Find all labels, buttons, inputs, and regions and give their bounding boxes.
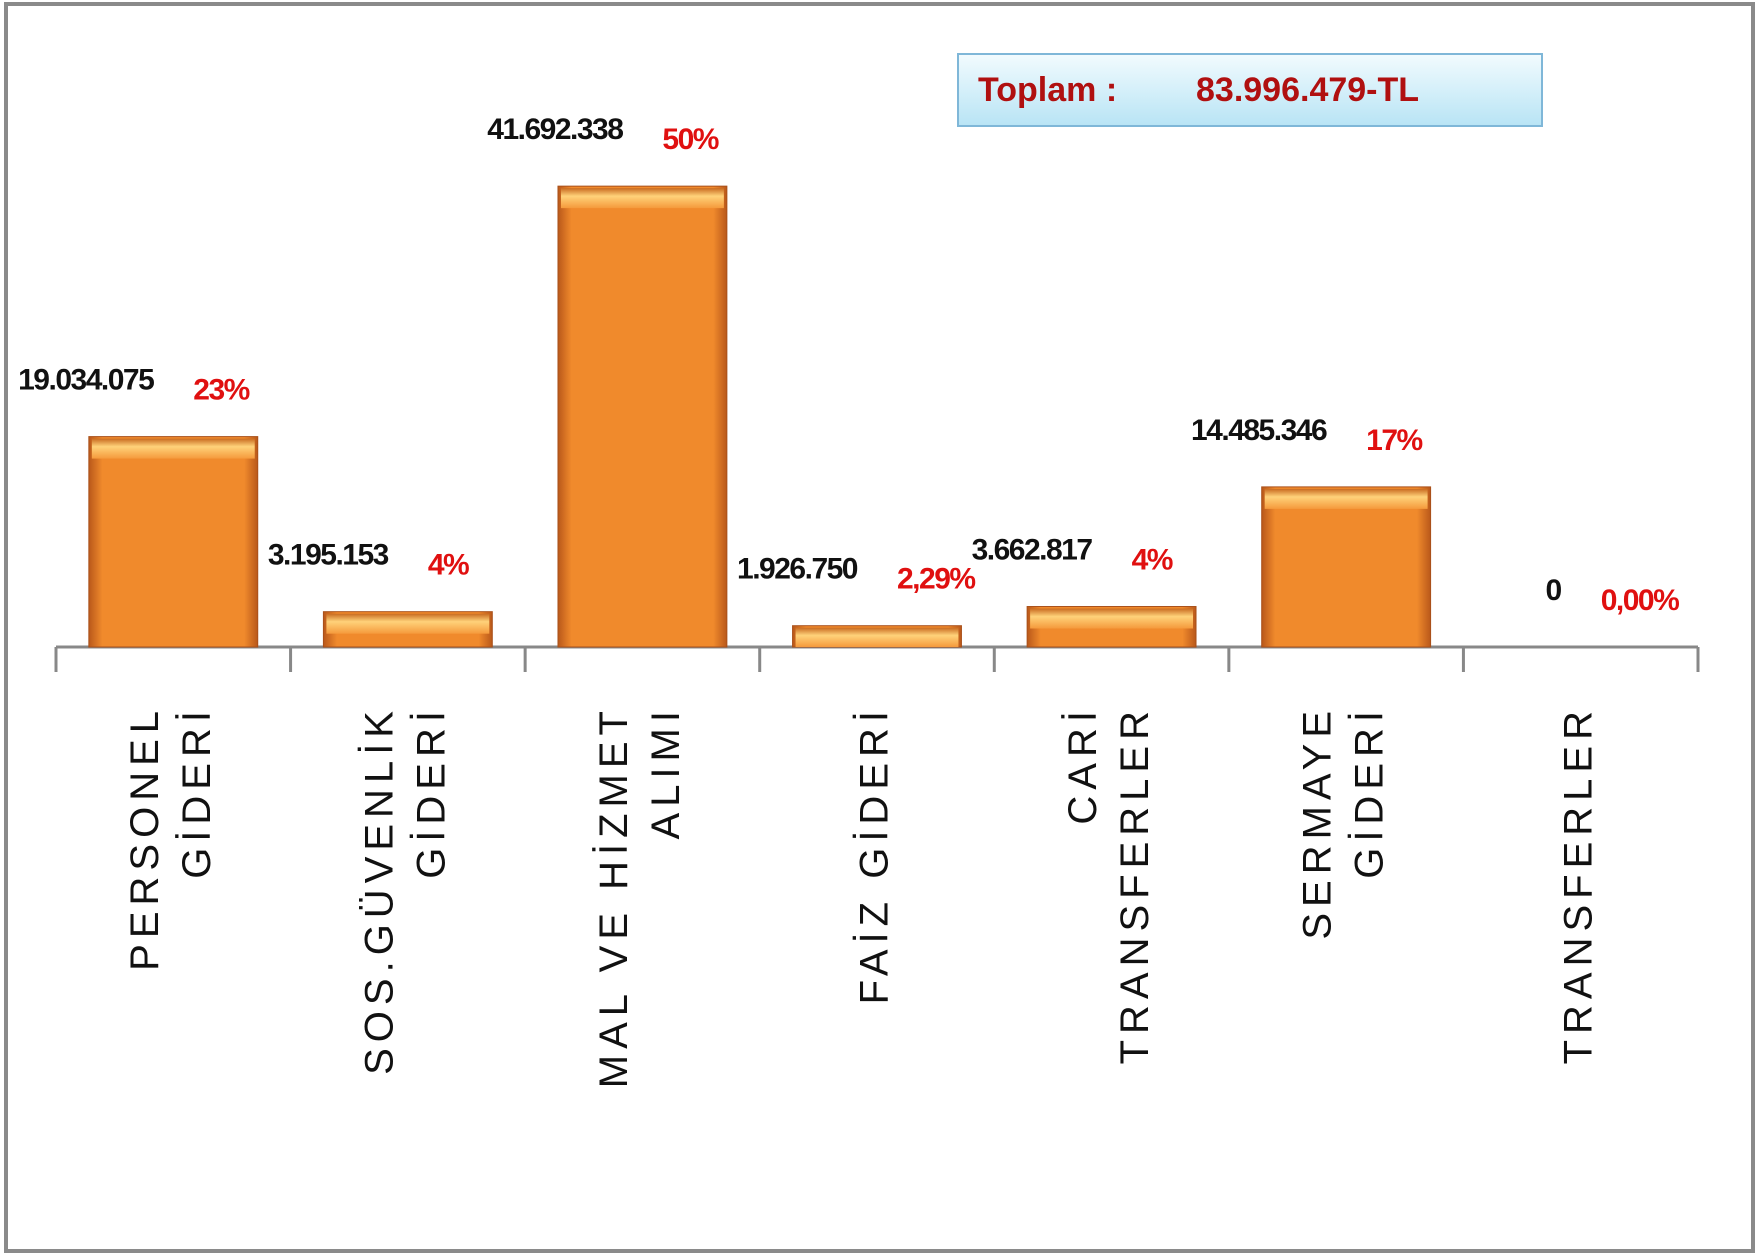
bar-highlight [326, 613, 490, 634]
percent-label: 23% [193, 374, 249, 407]
value-label: 14.485.346 [1191, 414, 1327, 447]
x-tick-label: SOS.GÜVENLİK [356, 705, 401, 1075]
x-tick-label: PERSONEL [123, 705, 167, 971]
bar-highlight [1030, 608, 1194, 629]
x-tick-label: FAİZ GİDERİ [852, 705, 897, 1004]
percent-label: 17% [1366, 424, 1422, 457]
total-value: 83.996.479-TL [1196, 71, 1419, 109]
total-label: Toplam : [978, 71, 1117, 109]
bar [1261, 486, 1432, 648]
percent-label: 50% [662, 123, 718, 156]
bar-highlight [795, 627, 959, 647]
percent-label: 0,00% [1601, 584, 1679, 617]
value-label: 1.926.750 [737, 553, 858, 586]
bar-highlight [560, 188, 724, 209]
x-tick-label: GİDERİ [1347, 705, 1392, 879]
x-tick-label: CARİ [1060, 705, 1105, 825]
percent-label: 4% [1132, 543, 1173, 576]
x-tick-label: SERMAYE [1296, 705, 1340, 940]
value-label: 19.034.075 [18, 364, 154, 397]
x-tick-label: ALIMI [644, 705, 688, 839]
x-tick-label: GİDERİ [408, 705, 453, 879]
percent-label: 4% [428, 549, 469, 582]
value-label: 41.692.338 [487, 113, 623, 146]
x-tick-label: MAL VE HİZMET [591, 705, 636, 1088]
total-box [957, 53, 1543, 127]
value-label: 3.195.153 [268, 539, 389, 572]
bar [88, 436, 259, 648]
bar-highlight [1264, 488, 1428, 509]
x-tick-label: GİDERİ [174, 705, 219, 879]
frame [4, 2, 1755, 1253]
bar-highlight [91, 438, 255, 459]
percent-label: 2,29% [897, 563, 975, 596]
value-label: 0 [1546, 574, 1562, 607]
bar [557, 185, 728, 648]
x-tick-label: TRANSFERLER [1113, 705, 1157, 1064]
value-label: 3.662.817 [972, 533, 1093, 566]
x-tick-label: TRANSFERLER [1556, 705, 1600, 1064]
